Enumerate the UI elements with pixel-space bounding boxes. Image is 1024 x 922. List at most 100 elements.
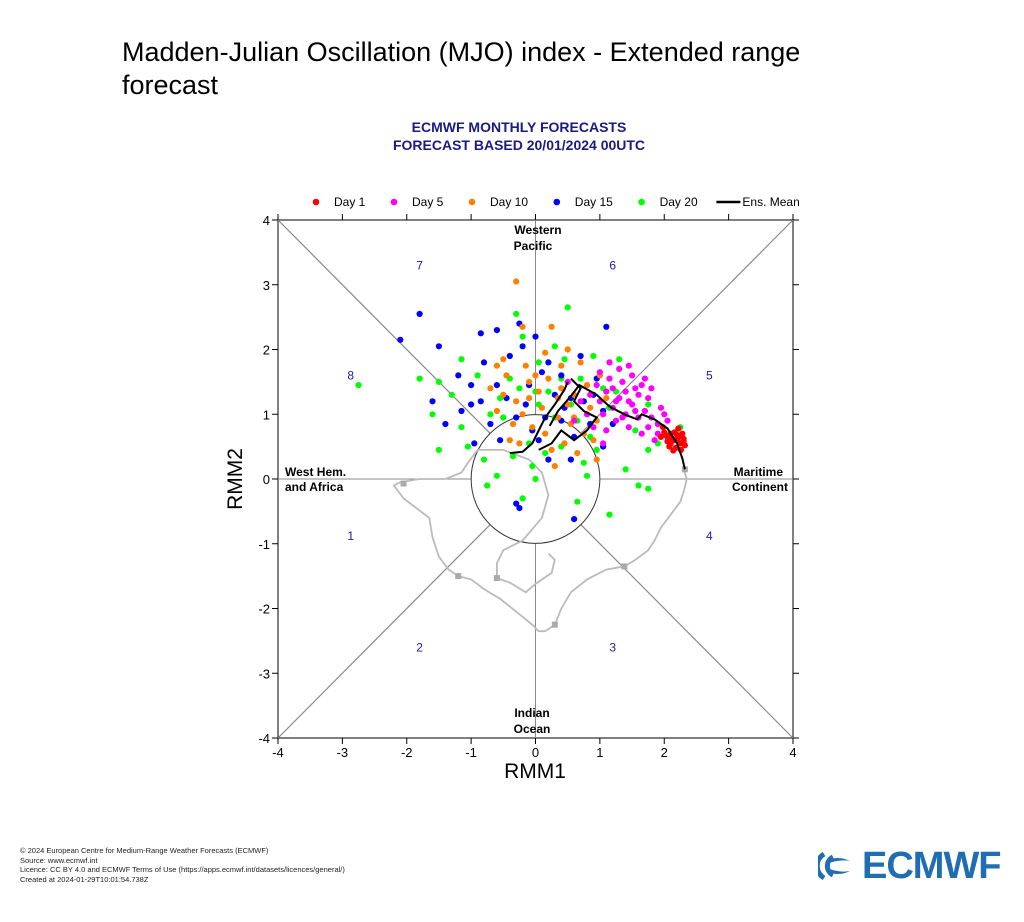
point-day-20 xyxy=(535,359,542,366)
point-day-15 xyxy=(538,369,546,376)
point-day-15 xyxy=(487,420,494,428)
point-day-10 xyxy=(542,349,549,356)
point-day-1 xyxy=(666,443,673,450)
phase-label: 5 xyxy=(706,368,713,382)
point-day-15 xyxy=(468,382,475,389)
analysis-marker xyxy=(551,621,558,628)
y-tick-label: 4 xyxy=(263,213,270,228)
point-day-1 xyxy=(657,433,665,440)
point-day-1 xyxy=(680,438,687,445)
point-day-20 xyxy=(448,391,455,398)
point-day-20 xyxy=(529,463,536,470)
point-day-5 xyxy=(629,372,636,379)
point-day-5 xyxy=(648,385,655,392)
point-day-15 xyxy=(522,401,529,408)
point-day-10 xyxy=(574,450,581,457)
point-day-10 xyxy=(593,456,600,463)
x-tick-label: 3 xyxy=(725,745,732,760)
point-day-5 xyxy=(600,411,607,418)
point-day-1 xyxy=(676,433,683,440)
point-day-20 xyxy=(574,498,581,505)
point-day-10 xyxy=(526,395,533,402)
point-day-15 xyxy=(442,420,449,428)
legend-marker-day-20 xyxy=(638,198,645,206)
point-day-10 xyxy=(554,414,562,421)
point-day-10 xyxy=(513,398,520,405)
phase-label: 2 xyxy=(416,640,423,654)
x-tick-label: -3 xyxy=(337,745,349,760)
point-day-20 xyxy=(355,382,362,389)
point-day-15 xyxy=(477,398,484,405)
point-day-10 xyxy=(516,440,523,447)
region-label-indian-ocean: Ocean xyxy=(514,722,551,736)
point-day-15 xyxy=(429,398,436,405)
point-day-15 xyxy=(477,330,484,337)
point-day-5 xyxy=(587,391,594,398)
point-day-5 xyxy=(593,382,600,389)
point-day-5 xyxy=(638,382,645,389)
point-day-20 xyxy=(622,466,629,473)
point-day-10 xyxy=(558,385,565,392)
unit-circle xyxy=(470,414,601,544)
page-title: Madden-Julian Oscillation (MJO) index - … xyxy=(122,37,801,101)
point-day-20 xyxy=(590,352,597,360)
point-day-15 xyxy=(493,382,500,389)
point-day-5 xyxy=(635,391,642,398)
point-day-20 xyxy=(513,310,520,317)
point-day-20 xyxy=(577,375,584,382)
point-day-5 xyxy=(622,388,629,395)
point-day-10 xyxy=(500,391,507,398)
region-label-west-hem-africa: and Africa xyxy=(285,480,344,494)
y-tick-label: 1 xyxy=(263,407,270,422)
point-day-5 xyxy=(641,407,649,415)
point-day-20 xyxy=(545,388,552,395)
chart-title-line1: ECMWF MONTHLY FORECASTS xyxy=(412,119,627,135)
legend-marker-day-15 xyxy=(553,198,561,206)
point-day-10 xyxy=(487,385,494,392)
point-day-15 xyxy=(471,440,478,447)
region-label-maritime-continent: Continent xyxy=(732,480,788,494)
legend-label-day-20: Day 20 xyxy=(660,195,698,209)
x-tick-label: -1 xyxy=(465,745,477,760)
point-day-10 xyxy=(548,446,555,453)
legend-label-day-10: Day 10 xyxy=(490,195,528,209)
point-day-5 xyxy=(606,375,613,382)
footer-copyright: © 2024 European Centre for Medium-Range … xyxy=(20,846,269,855)
point-day-10 xyxy=(526,378,533,385)
point-day-5 xyxy=(612,398,620,405)
point-day-10 xyxy=(535,388,542,395)
point-day-20 xyxy=(429,411,436,418)
point-day-5 xyxy=(661,411,668,418)
point-day-10 xyxy=(545,375,552,382)
point-day-5 xyxy=(632,407,639,415)
point-day-10 xyxy=(561,440,568,447)
point-day-5 xyxy=(616,365,623,372)
y-tick-label: 0 xyxy=(263,472,270,487)
point-day-10 xyxy=(583,382,591,389)
y-tick-label: 2 xyxy=(263,343,270,358)
point-day-5 xyxy=(664,417,671,424)
point-day-5 xyxy=(651,437,658,444)
point-day-10 xyxy=(603,395,610,402)
point-day-20 xyxy=(480,456,488,463)
point-day-20 xyxy=(509,453,517,460)
point-day-5 xyxy=(596,369,604,376)
point-day-15 xyxy=(513,500,520,507)
legend: Day 1 Day 5 Day 10 Day 15 Day 20 Ens. Mean xyxy=(312,195,800,209)
point-day-15 xyxy=(535,437,542,444)
point-day-20 xyxy=(645,446,652,453)
point-day-20 xyxy=(561,356,568,363)
point-day-10 xyxy=(519,323,526,330)
point-day-20 xyxy=(616,356,623,363)
point-day-10 xyxy=(513,278,520,285)
point-day-15 xyxy=(577,352,584,360)
legend-marker-day-5 xyxy=(390,198,398,206)
point-day-20 xyxy=(487,411,494,418)
point-day-20 xyxy=(416,375,423,382)
point-day-20 xyxy=(519,495,526,502)
ens-mean-line xyxy=(509,381,569,455)
analysis-marker xyxy=(621,563,628,570)
ens-mean-line xyxy=(538,377,599,451)
point-day-10 xyxy=(548,323,555,330)
